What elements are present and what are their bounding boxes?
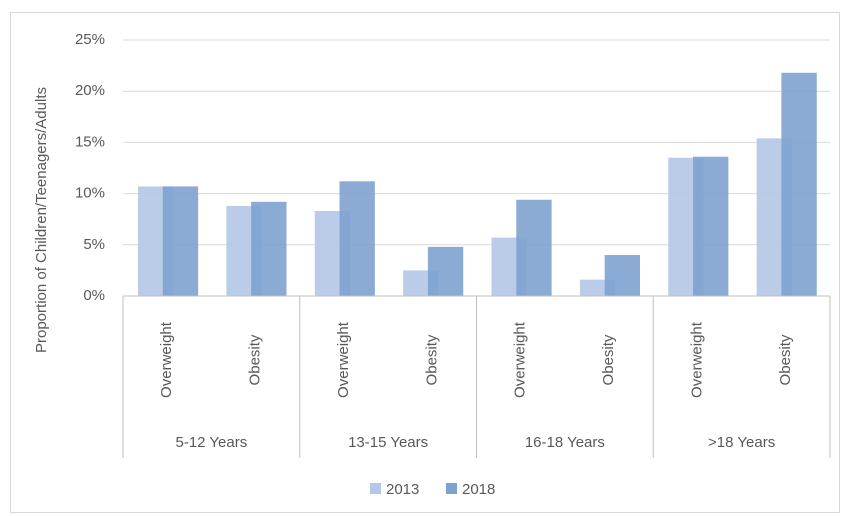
group-label: 5-12 Years [176,434,248,451]
y-tick-label: 20% [75,82,105,99]
x-tick-label: Obesity [600,334,617,385]
x-tick-label: Overweight [335,321,352,398]
bar [516,199,552,296]
x-tick-label: Overweight [158,321,175,398]
y-tick-label: 25% [75,31,105,48]
legend-swatch [446,483,457,494]
x-tick-label: Overweight [688,321,705,398]
y-axis-label: Proportion of Children/Teenagers/Adults [33,87,50,353]
bar [251,201,287,296]
group-label: >18 Years [708,434,775,451]
y-tick-label: 15% [75,133,105,150]
x-tick-label: Overweight [512,321,529,398]
bar [781,72,817,296]
x-tick-label: Obesity [423,334,440,385]
legend-label: 2018 [462,481,495,498]
y-tick-label: 10% [75,185,105,202]
chart-border [10,12,840,513]
legend-swatch [370,483,381,494]
bar [604,255,640,296]
bar [339,181,375,296]
x-tick-label: Obesity [247,334,264,385]
group-label: 16-18 Years [525,434,605,451]
y-tick-label: 0% [83,287,105,304]
legend-label: 2013 [386,481,419,498]
y-tick-label: 5% [83,236,105,253]
bar [162,186,199,296]
group-label: 13-15 Years [348,434,428,451]
bar [427,246,464,296]
bar [693,156,729,296]
x-tick-label: Obesity [777,334,794,385]
